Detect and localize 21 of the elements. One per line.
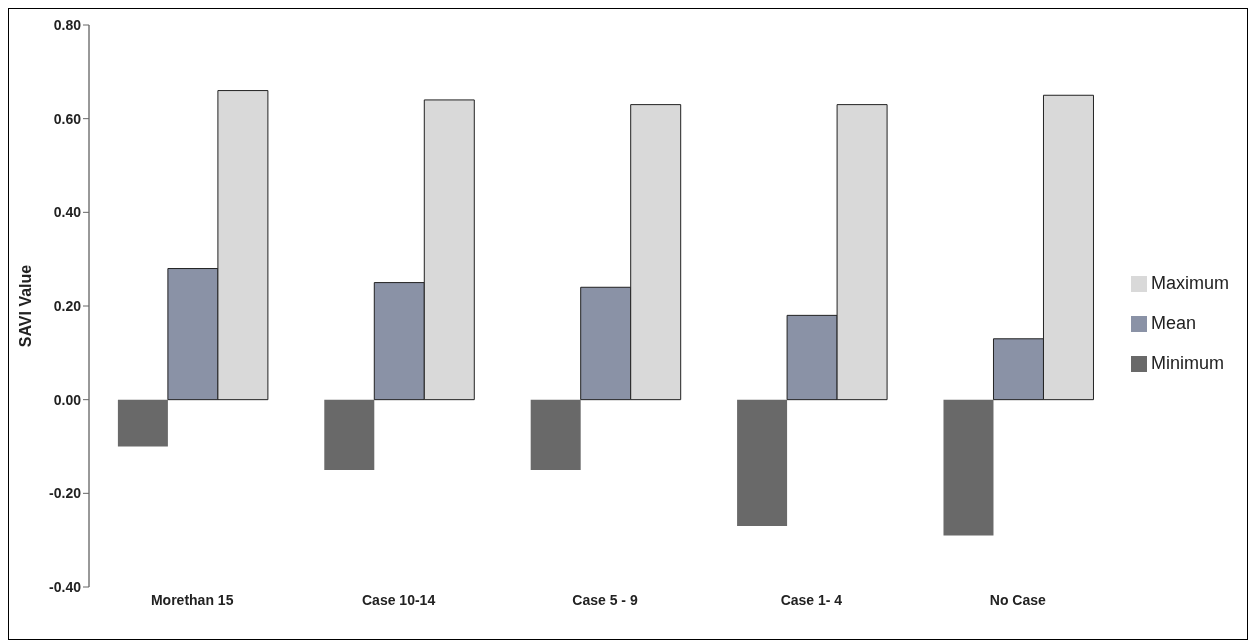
y-tick-label: 0.60 [53, 110, 82, 127]
bar [737, 399, 788, 527]
bar [117, 399, 168, 447]
x-tick-label: Case 10-14 [362, 591, 436, 608]
y-tick-label: 0.80 [53, 16, 82, 33]
y-axis-title: SAVI Value [16, 264, 34, 348]
y-tick-label: -0.40 [49, 578, 82, 595]
x-tick-label: No Case [989, 591, 1046, 608]
bar [530, 399, 581, 470]
bar [324, 399, 375, 470]
y-tick-label: 0.20 [53, 297, 82, 314]
x-tick-label: Case 5 - 9 [572, 591, 638, 608]
y-tick-label: -0.20 [49, 485, 82, 502]
y-tick-label: 0.00 [53, 391, 82, 408]
x-tick-label: Case 1- 4 [780, 591, 843, 608]
legend-label: Maximum [1150, 273, 1229, 293]
legend-label: Minimum [1150, 353, 1224, 373]
x-tick-label: Morethan 15 [150, 591, 234, 608]
legend-label: Mean [1150, 313, 1197, 333]
bar [943, 399, 994, 536]
y-tick-label: 0.40 [53, 204, 82, 221]
